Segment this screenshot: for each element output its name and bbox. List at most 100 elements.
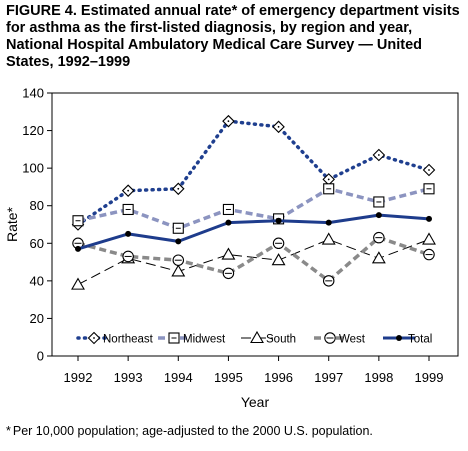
marker-shape [171,264,186,277]
point-northeast-1996 [272,120,285,134]
point-west-1993 [122,250,134,263]
x-tick-label: 1999 [415,370,444,385]
y-tick-label: 40 [30,273,44,288]
marker-shape [422,232,436,245]
y-tick-label: 120 [22,123,44,138]
marker-dot [428,169,430,171]
marker-dot [93,337,95,339]
point-total-1997 [325,219,332,226]
legend-marker-total [396,335,402,341]
marker-shape [321,232,336,245]
y-tick-label: 140 [22,86,44,101]
marker-shape [225,219,232,226]
point-midwest-1999 [423,183,435,195]
chart-legend: Northeast Midwest South West Total [70,326,448,348]
x-tick-label: 1993 [114,370,143,385]
y-axis-label: Rate* [4,206,20,242]
legend-label-midwest: Midwest [183,334,226,346]
marker-dot [227,120,230,123]
point-midwest-1994 [172,222,184,234]
legend-marker-midwest [168,332,180,344]
marker-shape [426,215,432,222]
point-west-1994 [172,254,185,266]
point-south-1997 [321,232,336,245]
legend-label-south: South [266,334,296,346]
marker-shape [325,219,332,226]
point-northeast-1994 [172,182,185,196]
footnote-mark: * [6,424,11,438]
series-line-west [77,235,430,283]
legend-marker-west [324,332,336,344]
legend-marker-northeast [87,331,101,345]
point-northeast-1995 [222,114,235,128]
point-west-1995 [222,267,235,280]
marker-shape [250,330,264,344]
footnote-text: Per 10,000 population; age-adjusted to t… [12,424,373,438]
point-midwest-1995 [222,203,234,216]
marker-shape [125,230,132,237]
point-northeast-1999 [422,163,436,177]
point-total-1992 [75,245,81,252]
marker-shape [375,212,382,219]
x-tick-label: 1996 [264,370,293,385]
point-west-1996 [272,237,285,250]
legend-label-west: West [339,334,366,346]
legend-label-total: Total [408,334,432,346]
x-tick-label: 1994 [164,370,193,385]
point-total-1993 [125,230,132,237]
figure-title: FIGURE 4. Estimated annual rate* of emer… [6,3,460,70]
point-total-1996 [275,217,282,224]
marker-dot [127,189,130,192]
y-tick-label: 60 [30,236,44,251]
point-midwest-1997 [323,183,335,195]
legend-marker-south [250,330,264,344]
marker-dot [277,125,280,128]
point-total-1994 [175,238,182,245]
marker-shape [75,245,81,252]
point-midwest-1998 [373,196,385,208]
marker-shape [371,251,386,264]
point-midwest-1992 [72,215,84,227]
point-south-1995 [221,247,236,260]
x-tick-label: 1998 [364,370,393,385]
marker-shape [175,238,182,245]
point-northeast-1998 [372,148,386,162]
footnote: * Per 10,000 population; age-adjusted to … [6,424,373,438]
x-tick-label: 1992 [64,370,93,385]
series-line-south [77,239,430,286]
marker-shape [71,277,85,290]
y-tick-label: 0 [37,349,44,364]
point-south-1996 [271,253,286,266]
marker-shape [221,247,236,260]
point-west-1999 [423,248,435,261]
marker-shape [396,335,402,341]
x-tick-label: 1995 [214,370,243,385]
point-south-1998 [371,251,386,264]
y-tick-label: 20 [30,311,44,326]
x-tick-label: 1997 [314,370,343,385]
marker-dot [177,187,180,190]
point-south-1994 [171,264,186,277]
y-tick-label: 80 [30,198,44,213]
series-line-northeast [76,119,431,227]
series-line-midwest [77,187,430,231]
point-south-1999 [422,232,436,245]
marker-dot [377,154,380,156]
legend-label-northeast: Northeast [103,334,154,346]
point-south-1992 [71,277,85,290]
point-total-1998 [375,212,382,219]
y-tick-label: 100 [22,161,44,176]
series-line-total [77,213,430,251]
point-total-1999 [426,215,432,222]
point-west-1998 [373,231,385,244]
plot-frame [51,92,459,357]
marker-dot [327,178,330,181]
x-axis-label: Year [241,394,270,410]
marker-shape [275,217,282,224]
marker-shape [271,253,286,266]
point-total-1995 [225,219,232,226]
point-midwest-1993 [122,203,134,216]
point-northeast-1993 [121,184,135,197]
point-west-1997 [322,275,335,287]
